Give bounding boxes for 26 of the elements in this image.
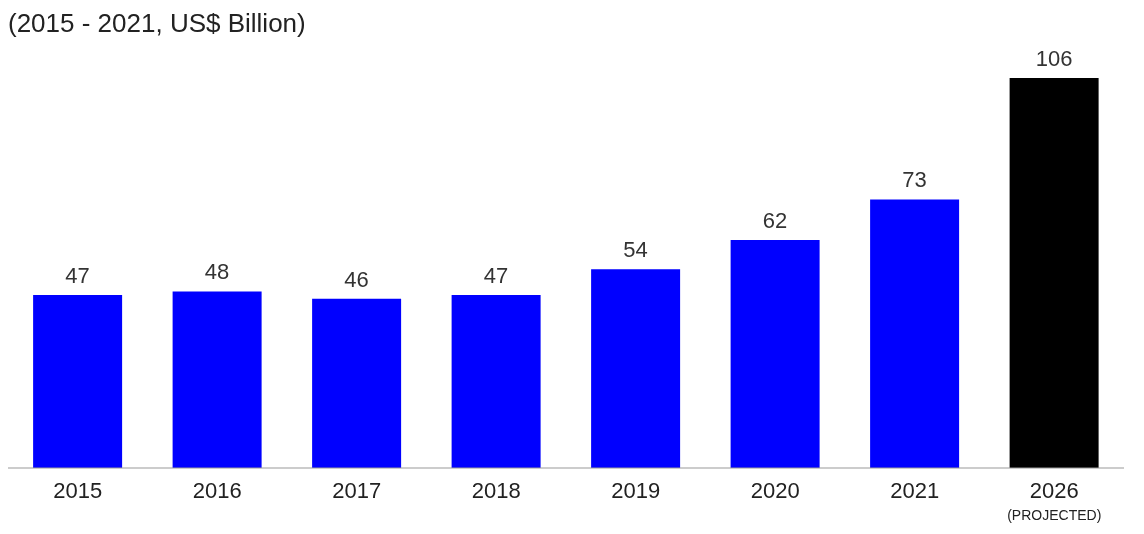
chart-title: (2015 - 2021, US$ Billion) xyxy=(8,8,307,38)
x-tick-label: 2017 xyxy=(332,478,382,503)
data-label: 62 xyxy=(762,207,788,233)
x-tick-label: 2021 xyxy=(890,478,940,503)
data-label: 46 xyxy=(344,266,369,292)
text: (PROJECTED) xyxy=(1007,507,1102,523)
x-tick-label: 2016 xyxy=(192,478,242,503)
x-tick-label: 2015 xyxy=(53,478,103,503)
data-label: 54 xyxy=(623,237,648,263)
data-label: 47 xyxy=(483,263,509,289)
data-label: 106 xyxy=(1035,46,1073,71)
bar xyxy=(591,269,681,468)
data-label: 48 xyxy=(204,259,230,285)
bar xyxy=(1009,78,1099,468)
x-tick-label: 2018 xyxy=(471,478,521,503)
bar xyxy=(172,291,262,468)
bar xyxy=(451,295,541,468)
bar xyxy=(870,199,960,468)
data-label: 47 xyxy=(65,263,90,289)
bar xyxy=(312,298,402,468)
bar xyxy=(730,239,820,468)
x-tick-label: 2020 xyxy=(750,478,800,503)
x-tick-label: 2026 xyxy=(1029,478,1079,503)
x-tick-label: 2019 xyxy=(611,478,661,503)
bar xyxy=(33,295,123,468)
data-label: 73 xyxy=(902,167,927,193)
